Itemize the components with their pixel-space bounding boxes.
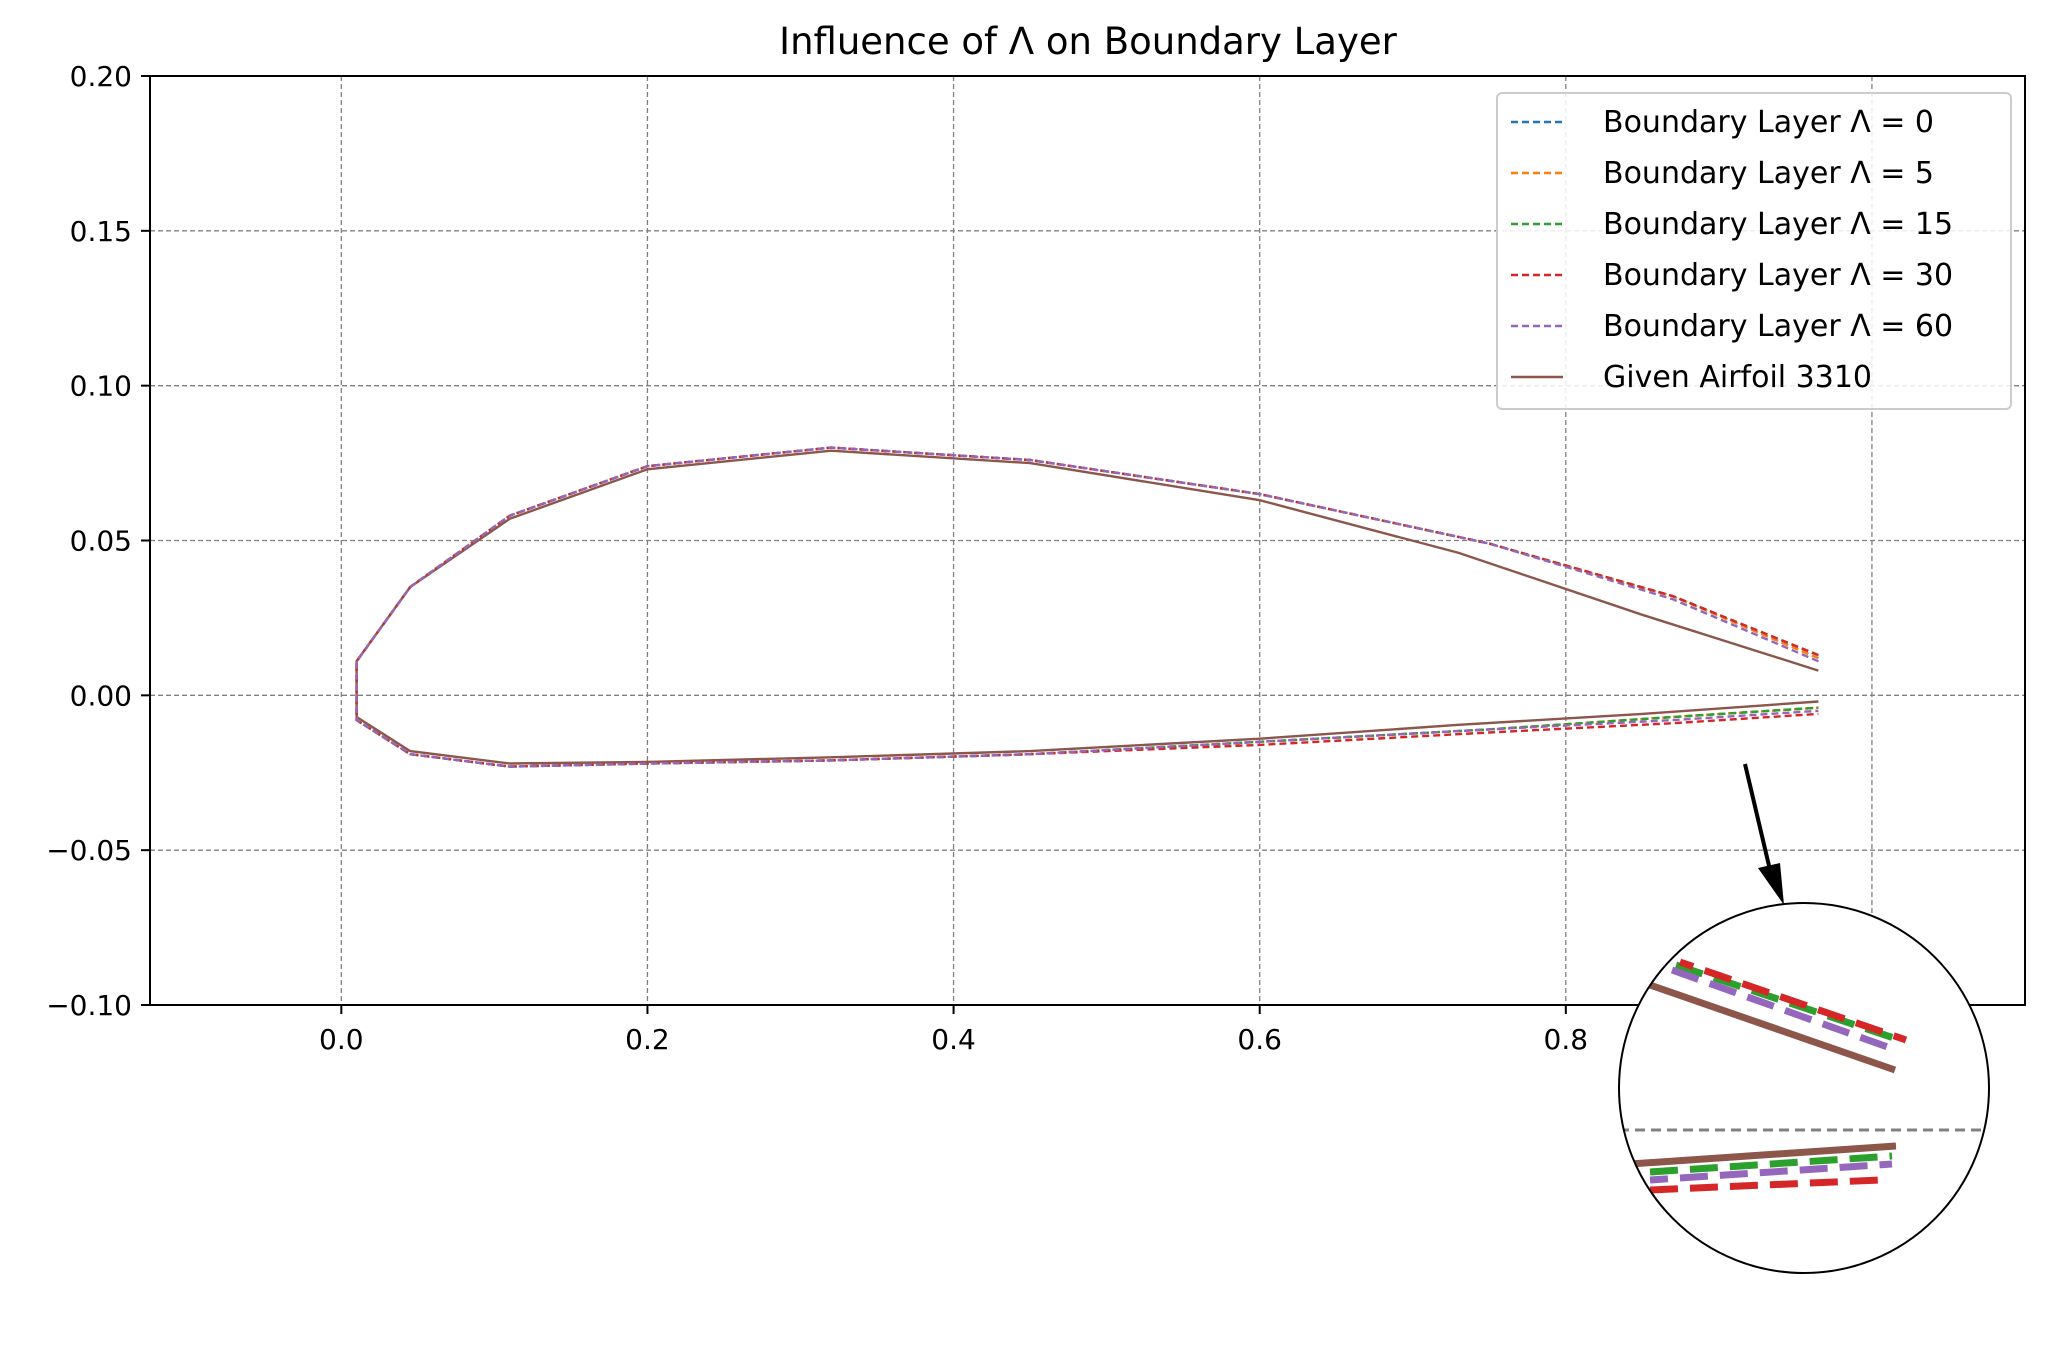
zoom-line-lambda-30-upper: [1678, 958, 1908, 1044]
y-tick-label: −0.10: [46, 989, 132, 1022]
legend-label: Boundary Layer Λ = 30: [1603, 258, 1953, 293]
x-tick-label: 0.6: [1237, 1023, 1282, 1056]
x-tick-label: 0.2: [625, 1023, 670, 1056]
axis-ticks: 0.0 0.2 0.4 0.6 0.8 −0.10 −0.05 0.00 0.05 0.10 0.1…: [46, 60, 1873, 1056]
legend-label: Boundary Layer Λ = 0: [1603, 105, 1934, 140]
x-tick-label: 0.4: [931, 1023, 976, 1056]
zoom-line-airfoil-upper: [1648, 981, 1897, 1074]
chart-title: Influence of Λ on Boundary Layer: [779, 20, 1397, 63]
y-tick-label: 0.05: [70, 525, 132, 558]
x-tick-label: 0.8: [1544, 1023, 1589, 1056]
y-tick-label: −0.05: [46, 834, 132, 867]
zoom-line-lambda-15-lower: [1649, 1152, 1893, 1176]
legend-label: Boundary Layer Λ = 5: [1603, 156, 1934, 191]
y-tick-label: 0.00: [70, 679, 132, 712]
zoom-arrow-shaft: [1743, 763, 1772, 871]
legend-label: Given Airfoil 3310: [1603, 360, 1872, 395]
plot-lines: [355, 446, 1819, 768]
legend: Boundary Layer Λ = 0 Boundary Layer Λ = 5…: [1496, 92, 2012, 410]
y-tick-label: 0.10: [70, 370, 132, 403]
zoom-inset-border: [1618, 902, 1990, 1274]
zoom-line-airfoil-lower: [1629, 1142, 1897, 1168]
zoom-inset: [1618, 763, 1990, 1274]
zoom-inset-background: [1619, 903, 1989, 1273]
y-tick-label: 0.15: [70, 215, 132, 248]
zoom-arrow-head: [1758, 863, 1784, 905]
x-tick-label: 0.0: [319, 1023, 364, 1056]
legend-label: Boundary Layer Λ = 60: [1603, 309, 1953, 344]
y-tick-label: 0.20: [70, 60, 132, 93]
legend-label: Boundary Layer Λ = 15: [1603, 207, 1953, 242]
zoom-line-lambda-60-lower: [1649, 1160, 1893, 1184]
legend-box: [1496, 92, 2012, 410]
series-line-boundary-layer-60: [355, 446, 1819, 768]
